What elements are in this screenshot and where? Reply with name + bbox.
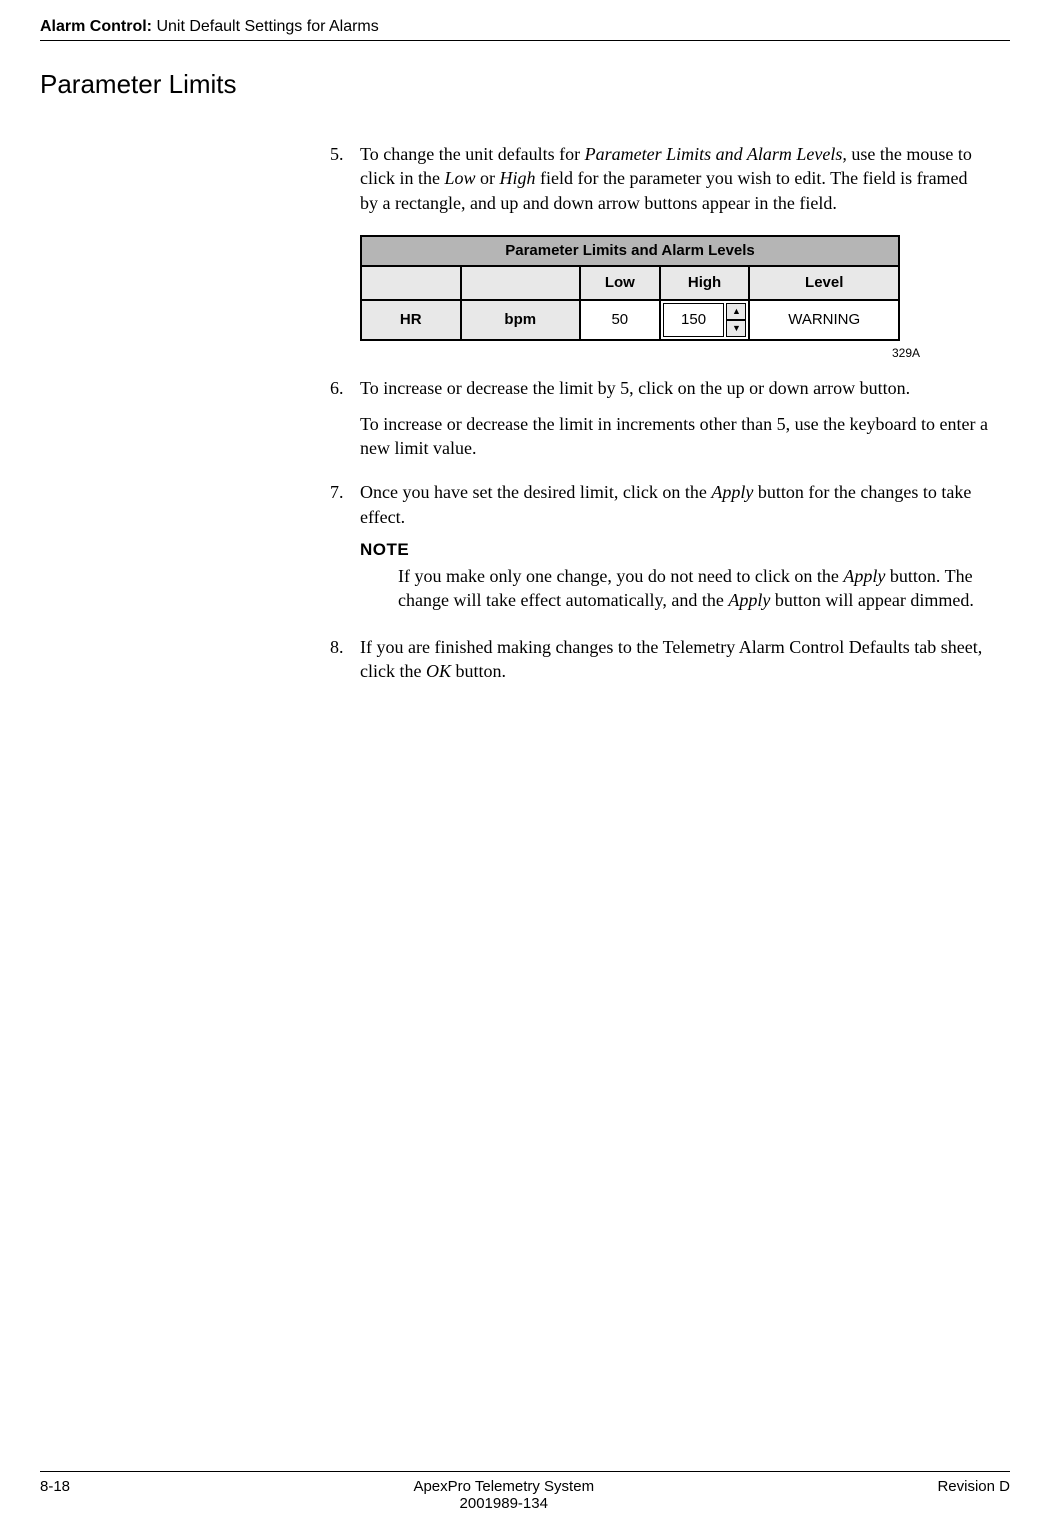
high-value[interactable]: 150: [663, 303, 725, 337]
parameter-limits-figure: Parameter Limits and Alarm Levels Low Hi…: [360, 235, 990, 362]
running-header: Alarm Control: Unit Default Settings for…: [40, 18, 1010, 41]
step-6-text-1: To increase or decrease the limit by 5, …: [360, 376, 990, 400]
section-title: Parameter Limits: [40, 69, 1010, 100]
table-header-blank1: [361, 266, 461, 300]
table-title: Parameter Limits and Alarm Levels: [361, 236, 899, 266]
step-6-text-2: To increase or decrease the limit in inc…: [360, 412, 990, 461]
spinner-down-button[interactable]: ▼: [726, 320, 746, 337]
step-6: 6. To increase or decrease the limit by …: [330, 376, 990, 471]
note-body: If you make only one change, you do not …: [398, 564, 990, 613]
content-body: 5. To change the unit defaults for Param…: [330, 142, 990, 693]
spinner: ▲ ▼: [726, 303, 746, 337]
note-label: NOTE: [360, 539, 990, 562]
step-8-text: If you are finished making changes to th…: [360, 635, 990, 684]
figure-caption: 329A: [360, 345, 920, 361]
footer-revision: Revision D: [937, 1478, 1010, 1512]
table-header-blank2: [461, 266, 580, 300]
step-5-text: To change the unit defaults for Paramete…: [360, 142, 990, 215]
header-section-rest: Unit Default Settings for Alarms: [152, 18, 379, 35]
page-footer: 8-18 ApexPro Telemetry System 2001989-13…: [40, 1471, 1010, 1512]
footer-page-number: 8-18: [40, 1478, 70, 1512]
parameter-limits-table: Parameter Limits and Alarm Levels Low Hi…: [360, 235, 900, 342]
low-value-cell[interactable]: 50: [580, 300, 660, 340]
table-header-level: Level: [749, 266, 899, 300]
row-param: HR: [361, 300, 461, 340]
step-8: 8. If you are finished making changes to…: [330, 635, 990, 694]
level-value-cell[interactable]: WARNING: [749, 300, 899, 340]
step-number: 6.: [330, 376, 360, 471]
row-unit: bpm: [461, 300, 580, 340]
high-value-cell[interactable]: 150 ▲ ▼: [660, 300, 750, 340]
step-5: 5. To change the unit defaults for Param…: [330, 142, 990, 225]
header-section-bold: Alarm Control:: [40, 18, 152, 35]
table-header-high: High: [660, 266, 750, 300]
footer-center: ApexPro Telemetry System 2001989-134: [413, 1478, 594, 1512]
table-header-low: Low: [580, 266, 660, 300]
spinner-up-button[interactable]: ▲: [726, 303, 746, 320]
step-7: 7. Once you have set the desired limit, …: [330, 480, 990, 624]
step-number: 5.: [330, 142, 360, 225]
step-7-text: Once you have set the desired limit, cli…: [360, 480, 990, 529]
step-number: 8.: [330, 635, 360, 694]
step-number: 7.: [330, 480, 360, 624]
